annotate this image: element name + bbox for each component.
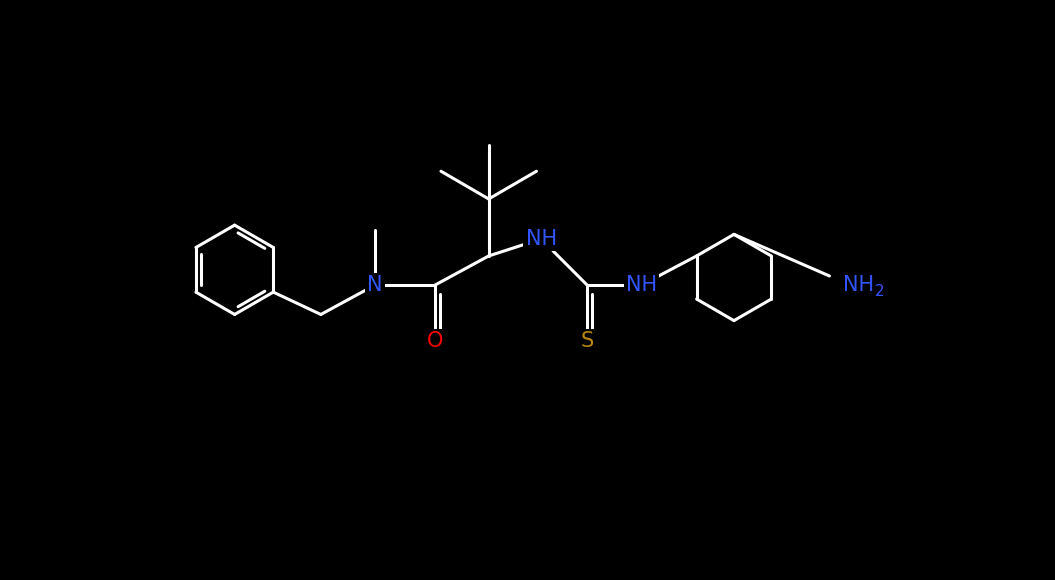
Text: N: N <box>367 275 383 295</box>
Text: NH: NH <box>843 275 874 295</box>
Text: S: S <box>580 331 594 351</box>
Text: 2: 2 <box>875 284 884 299</box>
Text: NH: NH <box>525 229 557 249</box>
Text: NH: NH <box>626 275 656 295</box>
Text: O: O <box>426 331 443 351</box>
